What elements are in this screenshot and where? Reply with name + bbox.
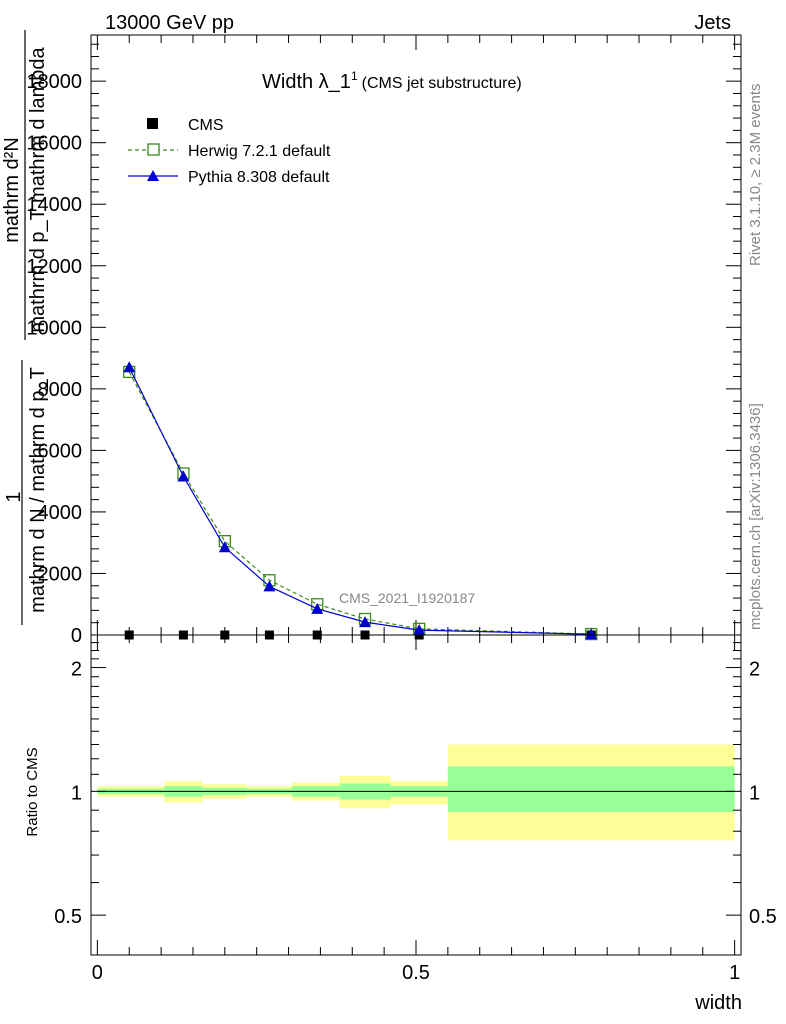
y-tick-label: 6000 <box>38 440 83 462</box>
mcplots-label: mcplots.cern.ch [arXiv:1306.3436] <box>747 403 764 630</box>
pythia-point <box>413 624 426 636</box>
pythia-point <box>263 580 276 592</box>
series-line-herwig <box>128 371 592 635</box>
y-tick-label: 0 <box>71 625 82 647</box>
pythia-point <box>359 616 372 628</box>
y-tick-label: 12000 <box>26 256 82 278</box>
chart-title-sup: 1 <box>351 69 358 83</box>
x-tick-label: 1 <box>729 962 740 984</box>
y-tick-label: 8000 <box>38 379 83 401</box>
y-tick-label: 10000 <box>26 317 82 339</box>
ratio-tick-label-left: 1 <box>71 782 82 804</box>
ratio-bands <box>97 744 735 841</box>
x-axis-label: width <box>694 992 742 1014</box>
main-y-ticks: 0 2000 4000 6000 8000 10000 12000 14000 16000 180… <box>26 35 741 647</box>
ylabel-pre-den: mathrm d N / mathrm d p_T <box>27 367 49 613</box>
y-tick-label: 18000 <box>26 71 82 93</box>
analysis-watermark: CMS_2021_I1920187 <box>339 590 475 606</box>
ratio-tick-label-right: 1 <box>749 782 760 804</box>
pythia-point <box>123 361 136 373</box>
ratio-y-ticks: 0.5 0.5 1 1 2 2 <box>54 642 777 928</box>
ylabel-den: mathrm d p_T mathrm d lambda <box>27 46 49 332</box>
pythia-point <box>177 470 190 482</box>
x-tick-label: 0.5 <box>402 962 430 984</box>
legend-herwig-label: Herwig 7.2.1 default <box>188 143 331 160</box>
ylabel-pre-num: 1 <box>3 491 25 502</box>
legend-pythia-label: Pythia 8.308 default <box>188 169 330 186</box>
pythia-point <box>585 628 598 640</box>
legend: CMS Herwig 7.2.1 default Pythia 8.308 de… <box>128 117 331 186</box>
legend-cms-label: CMS <box>188 117 224 134</box>
header-left: 13000 GeV pp <box>105 12 234 34</box>
ratio-tick-label-left: 0.5 <box>54 906 82 928</box>
header-right: Jets <box>694 12 731 34</box>
ratio-tick-label-right: 2 <box>749 659 760 681</box>
y-tick-label: 14000 <box>26 194 82 216</box>
rivet-label: Rivet 3.1.10, ≥ 2.3M events <box>747 84 764 267</box>
ratio-band-green <box>447 766 735 813</box>
ratio-tick-label-left: 2 <box>71 659 82 681</box>
main-y-axis-label: 1 mathrm d N / mathrm d p_T mathrm d²N m… <box>1 30 49 625</box>
legend-pythia-marker <box>147 170 159 181</box>
y-tick-label: 2000 <box>38 563 83 585</box>
legend-cms-marker <box>147 118 158 129</box>
chart-title-main: Width λ_1 <box>262 71 351 93</box>
y-tick-label: 4000 <box>38 502 83 524</box>
ratio-tick-label-right: 0.5 <box>749 906 777 928</box>
x-ticks: 0 0.5 1 <box>92 635 740 984</box>
pythia-point <box>311 602 324 614</box>
y-tick-label: 16000 <box>26 133 82 155</box>
ylabel-num: mathrm d²N <box>1 137 23 243</box>
series-line-pythia <box>128 367 592 635</box>
chart-subtitle: (CMS jet substructure) <box>362 75 522 92</box>
legend-herwig-marker <box>147 143 160 156</box>
pythia-point <box>218 541 231 553</box>
x-tick-label: 0 <box>92 962 103 984</box>
chart-title: Width λ_11 (CMS jet substructure) <box>262 69 522 93</box>
ratio-y-axis-label: Ratio to CMS <box>24 747 41 836</box>
